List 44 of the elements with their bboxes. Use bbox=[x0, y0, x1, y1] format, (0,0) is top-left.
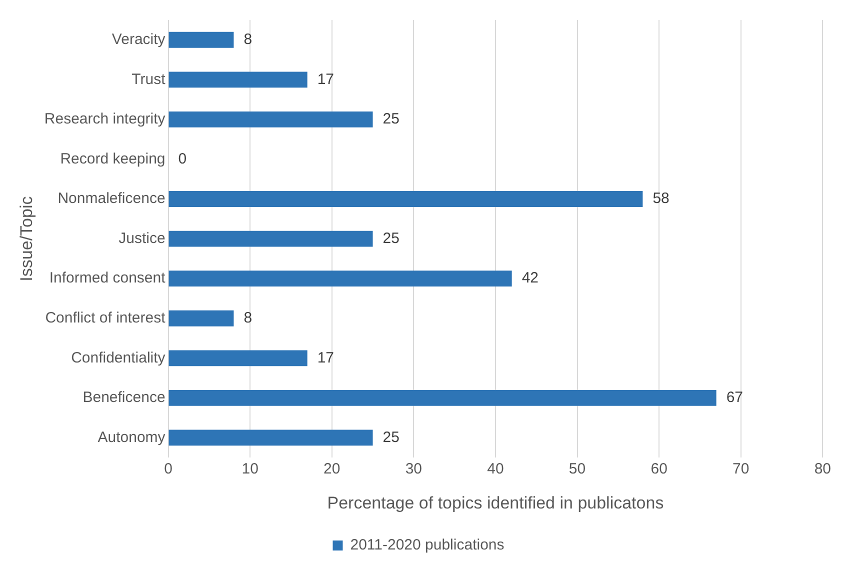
bar bbox=[168, 191, 643, 207]
data-label: 42 bbox=[522, 270, 539, 287]
y-tick-label: Nonmaleficence bbox=[58, 190, 166, 208]
y-tick-label: Trust bbox=[132, 70, 166, 88]
x-axis-title: Percentage of topics identified in publicatons bbox=[327, 493, 664, 512]
data-label: 8 bbox=[244, 31, 252, 48]
data-label: 0 bbox=[178, 150, 187, 168]
x-tick-label: 20 bbox=[324, 460, 340, 478]
y-tick-label: Record keeping bbox=[60, 150, 166, 168]
y-tick-label: Research integrity bbox=[44, 110, 166, 128]
data-label: 25 bbox=[382, 428, 400, 446]
x-tick-label: 40 bbox=[487, 460, 504, 478]
x-tick-label: 30 bbox=[405, 460, 422, 478]
x-tick-label: 10 bbox=[242, 460, 258, 478]
x-tick-label: 70 bbox=[732, 460, 750, 478]
bar bbox=[168, 32, 234, 48]
y-tick-label: Beneficence bbox=[82, 389, 166, 406]
data-label: 25 bbox=[382, 230, 400, 247]
y-tick-label: Justice bbox=[118, 230, 166, 247]
bar bbox=[168, 390, 716, 406]
data-label: 58 bbox=[652, 190, 670, 208]
x-tick-label: 0 bbox=[164, 460, 172, 478]
data-label: 8 bbox=[244, 310, 252, 327]
legend-label: 2011-2020 publications bbox=[350, 536, 504, 554]
bar bbox=[168, 310, 234, 326]
data-label: 67 bbox=[726, 389, 744, 406]
bar bbox=[168, 230, 373, 247]
bar bbox=[168, 72, 308, 88]
y-tick-label: Autonomy bbox=[98, 428, 166, 446]
data-label: 17 bbox=[317, 349, 334, 366]
x-tick-label: 60 bbox=[650, 460, 668, 478]
y-axis-title: Issue/Topic bbox=[16, 196, 36, 282]
y-tick-label: Informed consent bbox=[49, 270, 166, 287]
data-label: 17 bbox=[317, 70, 334, 88]
y-tick-label: Confidentiality bbox=[71, 349, 166, 366]
x-tick-label: 80 bbox=[814, 460, 831, 478]
bar bbox=[168, 350, 308, 366]
y-tick-label: Veracity bbox=[112, 31, 166, 48]
bar bbox=[168, 112, 373, 128]
data-label: 25 bbox=[382, 110, 400, 128]
y-tick-label: Conflict of interest bbox=[45, 310, 166, 327]
bar bbox=[168, 270, 512, 287]
bar bbox=[168, 430, 373, 446]
x-tick-label: 50 bbox=[568, 460, 586, 478]
